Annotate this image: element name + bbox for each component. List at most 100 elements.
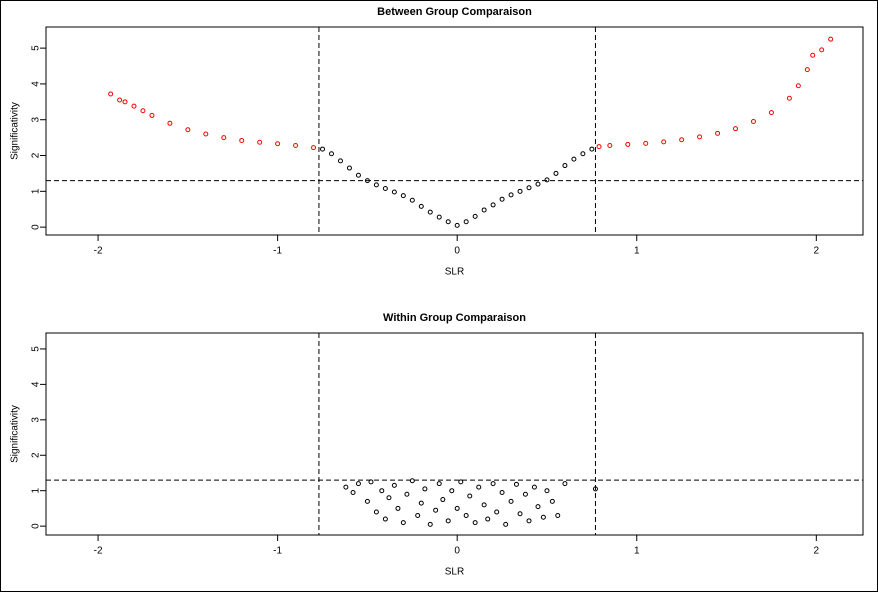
x-tick-label: 2: [814, 546, 820, 557]
point: [795, 83, 801, 89]
point: [131, 103, 137, 109]
point: [117, 97, 123, 103]
point: [445, 219, 451, 225]
point: [544, 177, 550, 183]
point: [418, 203, 424, 209]
point: [409, 478, 415, 484]
point: [472, 213, 478, 219]
point: [149, 112, 155, 118]
point: [467, 493, 473, 499]
point: [415, 513, 421, 519]
point: [400, 193, 406, 199]
point: [122, 99, 128, 105]
y-tick-label: 1: [31, 188, 42, 194]
point: [661, 139, 667, 145]
point: [535, 504, 541, 510]
y-tick-label: 5: [31, 346, 42, 352]
point: [108, 91, 114, 97]
point: [373, 509, 379, 515]
point: [418, 500, 424, 506]
point: [350, 489, 356, 495]
point: [185, 127, 191, 133]
point: [517, 188, 523, 194]
point: [679, 137, 685, 143]
point: [463, 513, 469, 519]
point: [571, 156, 577, 162]
point: [337, 158, 343, 164]
y-tick-label: 0: [31, 523, 42, 529]
point: [436, 481, 442, 487]
point: [221, 135, 227, 141]
point: [427, 521, 433, 527]
point: [544, 488, 550, 494]
point: [391, 189, 397, 195]
x-tick-label: -1: [273, 246, 282, 257]
y-axis-label: Significativity: [10, 102, 21, 160]
point: [513, 481, 519, 487]
x-axis-label: SLR: [445, 267, 464, 278]
point: [167, 120, 173, 126]
point: [553, 170, 559, 176]
y-tick-label: 4: [31, 381, 42, 387]
x-tick-label: -2: [94, 546, 103, 557]
y-tick-label: 4: [31, 81, 42, 87]
point: [580, 151, 586, 157]
point: [382, 185, 388, 191]
point: [733, 126, 739, 132]
y-axis-label: Significativity: [10, 405, 21, 463]
point: [463, 219, 469, 225]
point: [508, 192, 514, 198]
point: [433, 507, 439, 513]
point: [589, 146, 595, 152]
x-tick-label: 0: [454, 246, 460, 257]
point: [427, 209, 433, 215]
point: [768, 110, 774, 116]
point: [257, 139, 263, 145]
point: [409, 197, 415, 203]
point: [311, 145, 317, 151]
point: [562, 163, 568, 169]
x-tick-label: -1: [273, 546, 282, 557]
point: [531, 484, 537, 490]
point: [472, 520, 478, 526]
point: [373, 182, 379, 188]
point: [810, 52, 816, 58]
point: [786, 95, 792, 101]
point: [364, 498, 370, 504]
x-tick-label: 0: [454, 546, 460, 557]
point: [386, 495, 392, 501]
y-tick-label: 2: [31, 452, 42, 458]
point: [819, 47, 825, 53]
point: [368, 479, 374, 485]
point: [382, 516, 388, 522]
point: [499, 489, 505, 495]
point: [329, 151, 335, 157]
x-tick-label: -2: [94, 246, 103, 257]
plot-box: [45, 332, 864, 536]
point: [625, 141, 631, 147]
point: [517, 511, 523, 517]
point: [476, 484, 482, 490]
y-tick-label: 5: [31, 45, 42, 51]
point: [481, 207, 487, 213]
point: [355, 172, 361, 178]
point: [379, 488, 385, 494]
point: [422, 486, 428, 492]
point: [715, 130, 721, 136]
point: [526, 185, 532, 191]
point: [503, 521, 509, 527]
x-axis-label: SLR: [445, 567, 464, 578]
point: [458, 479, 464, 485]
chart-title: Between Group Comparaison: [377, 6, 532, 18]
point: [540, 514, 546, 520]
point: [607, 142, 613, 148]
point: [508, 498, 514, 504]
point: [343, 484, 349, 490]
point: [643, 140, 649, 146]
point: [562, 481, 568, 487]
point: [828, 36, 834, 42]
y-tick-label: 3: [31, 117, 42, 123]
point: [549, 498, 555, 504]
point: [535, 181, 541, 187]
